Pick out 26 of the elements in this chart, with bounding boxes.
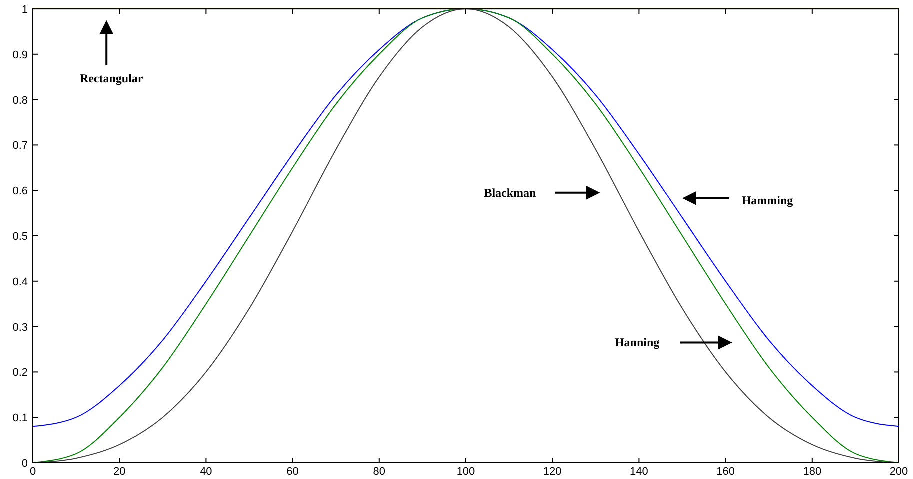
y-tick-label: 0 [22, 458, 28, 470]
y-tick-label: 0.2 [12, 367, 28, 380]
y-tick-label: 0.3 [12, 322, 28, 334]
annotation: Blackman [484, 186, 537, 200]
y-tick-label: 0.5 [12, 231, 28, 243]
x-tick-label: 120 [543, 466, 562, 478]
x-tick-label: 160 [716, 466, 735, 478]
x-tick-label: 0 [30, 466, 36, 478]
y-tick-label: 0.8 [12, 94, 28, 107]
y-tick-label: 0.1 [12, 412, 28, 425]
x-tick-label: 200 [890, 466, 908, 478]
x-tick-label: 180 [803, 466, 822, 478]
x-tick-label: 40 [200, 466, 212, 478]
y-tick-label: 0.6 [12, 186, 28, 198]
x-tick-label: 80 [373, 466, 386, 478]
x-tick-label: 20 [113, 466, 126, 478]
annotation: Hamming [742, 193, 794, 208]
y-tick-label: 0.4 [12, 276, 28, 288]
annotation: Rectangular [80, 71, 144, 86]
x-tick-label: 60 [286, 466, 299, 478]
y-tick-label: 0.7 [12, 140, 28, 152]
x-tick-label: 100 [456, 466, 476, 478]
y-tick-label: 1 [22, 4, 28, 16]
y-tick-label: 0.9 [12, 49, 28, 62]
annotation: Hanning [614, 336, 660, 350]
x-tick-label: 140 [630, 466, 648, 478]
